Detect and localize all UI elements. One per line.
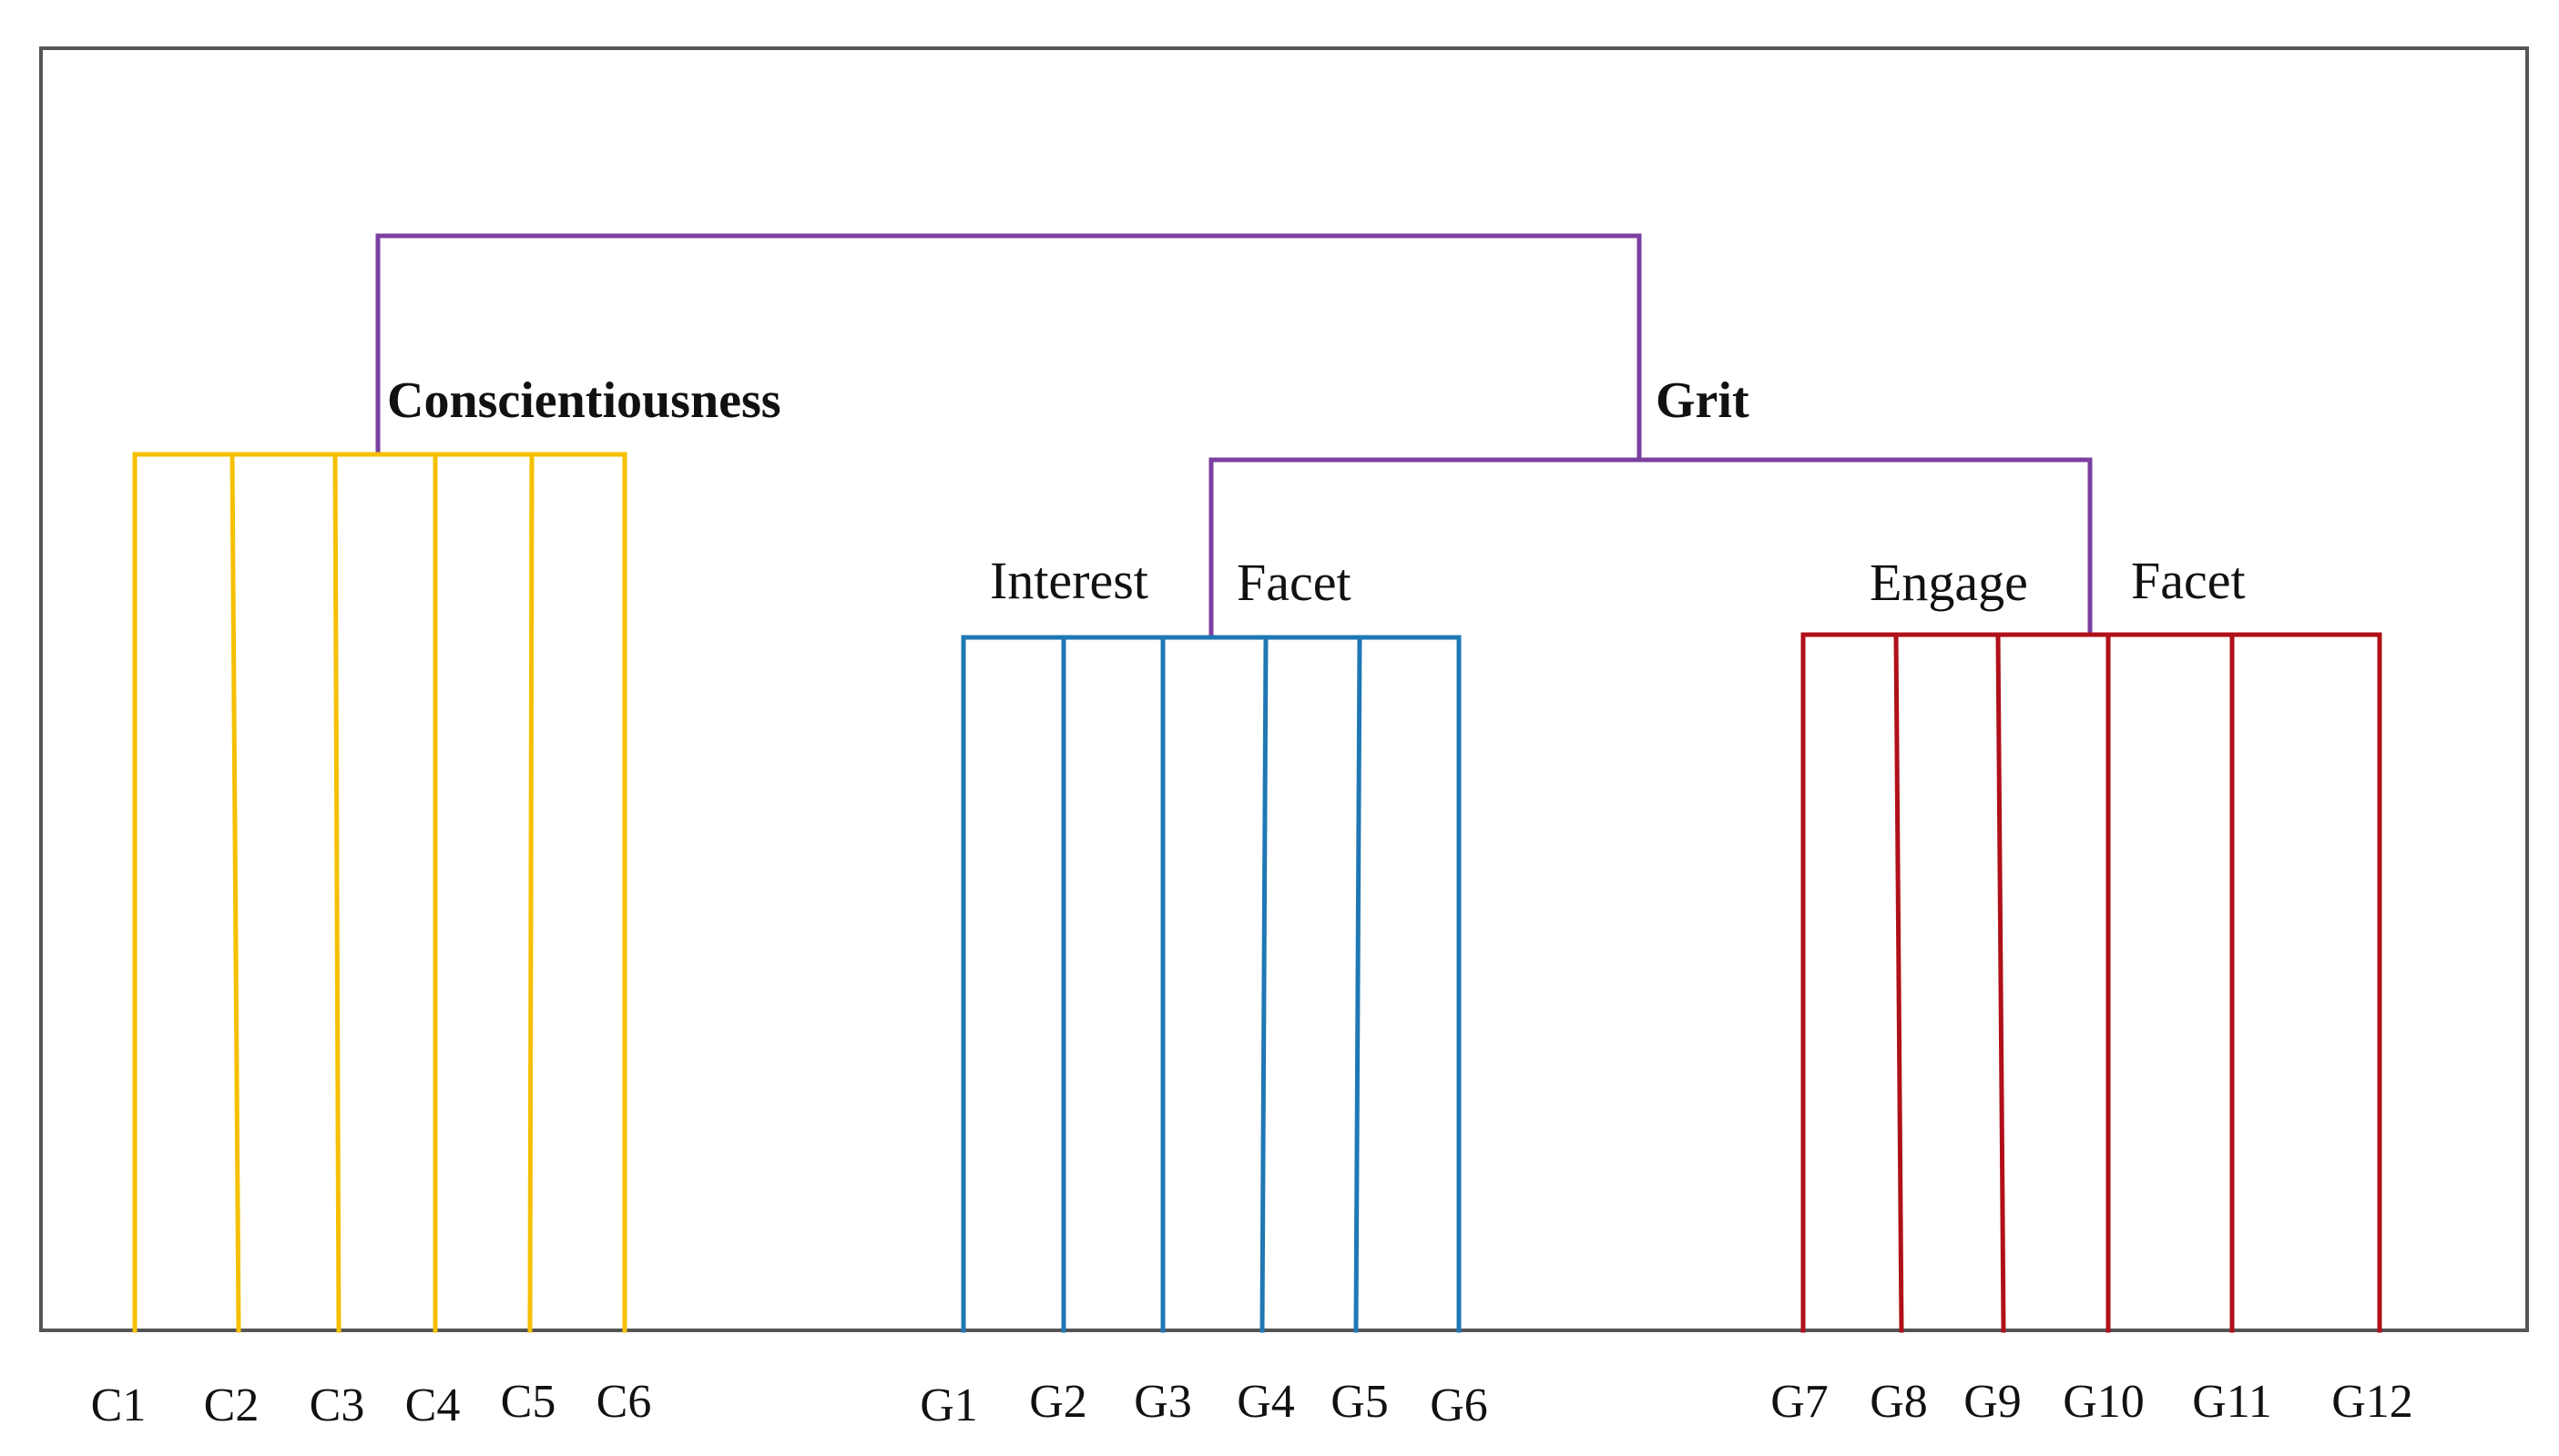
leaf-label-c6: C6 [596,1376,652,1428]
g-engage-branch-2 [1995,632,2006,1333]
g-interest-branch-3 [1259,635,1269,1333]
leaf-label-g1: G1 [920,1380,978,1431]
top-merge-line [375,233,1642,461]
leaf-label-g8: G8 [1870,1376,1928,1428]
leaf-label-g2: G2 [1029,1376,1087,1428]
leaf-label-g12: G12 [2331,1376,2413,1428]
leaf-label-g7: G7 [1770,1376,1829,1428]
conscientiousness-cluster [132,452,627,1333]
leaf-labels: C1 C2 C3 C4 C5 C6 G1 G2 G3 G4 G5 G6 G7 G… [91,1376,2413,1431]
leaf-label-g10: G10 [2063,1376,2145,1428]
leaf-label-c2: C2 [204,1380,260,1431]
interest-facet-label: Facet [1237,553,1351,612]
g-interest-branch-4 [1353,635,1362,1333]
leaf-label-c5: C5 [501,1376,556,1428]
leaf-label-g9: G9 [1963,1376,2022,1428]
c-branch-1 [229,452,241,1333]
leaf-label-g3: G3 [1134,1376,1192,1428]
engage-label: Engage [1870,553,2028,612]
leaf-label-g6: G6 [1430,1380,1488,1431]
leaf-label-c3: C3 [310,1380,365,1431]
leaf-label-c4: C4 [405,1380,461,1431]
conscientiousness-bracket [132,452,627,1333]
grit-merge-line [1208,457,2093,640]
c-branch-2 [332,452,342,1333]
top-merge-connector [375,233,1642,461]
grit-merge-connector [1208,457,2093,640]
engage-bracket [1800,632,2382,1333]
leaf-label-g5: G5 [1330,1376,1389,1428]
c-branch-4 [527,452,535,1333]
plot-frame [39,46,2529,1332]
g-engage-branch-1 [1893,632,1904,1333]
engage-facet-cluster [1800,632,2382,1333]
conscientiousness-label: Conscientiousness [387,372,781,429]
interest-bracket [961,635,1462,1333]
engage-facet-label: Facet [2131,551,2246,610]
leaf-label-c1: C1 [91,1380,147,1431]
grit-label: Grit [1656,372,1749,429]
leaf-label-g4: G4 [1237,1376,1295,1428]
interest-label: Interest [990,551,1148,610]
interest-facet-cluster [961,635,1462,1333]
leaf-label-g11: G11 [2192,1376,2272,1428]
